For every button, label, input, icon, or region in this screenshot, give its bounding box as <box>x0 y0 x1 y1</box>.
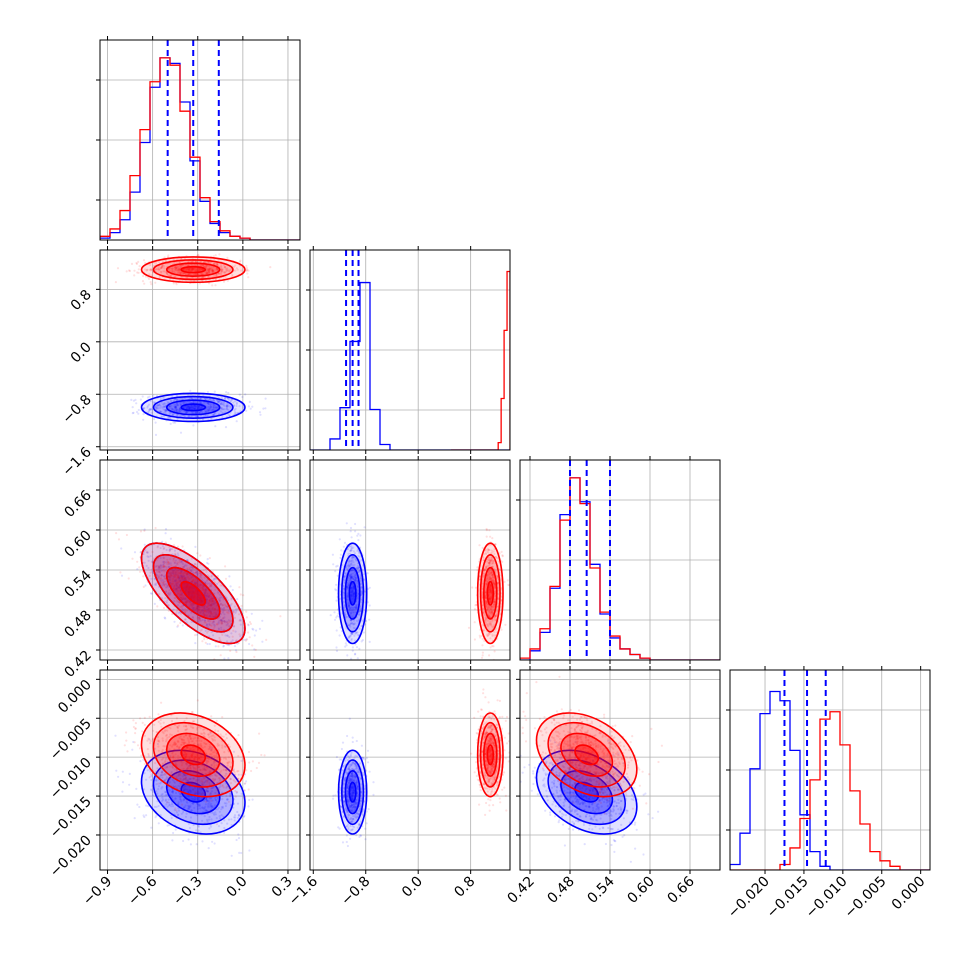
grid <box>730 670 930 870</box>
panel-content <box>114 250 272 436</box>
histogram-red <box>730 711 930 870</box>
contours-red <box>140 542 246 645</box>
histogram-blue <box>730 690 930 870</box>
panel-content <box>329 522 510 660</box>
panel-content <box>520 675 664 863</box>
contours-red <box>476 712 504 798</box>
panel-3-3 <box>726 666 931 874</box>
panel-content <box>100 40 300 240</box>
grid <box>310 460 510 660</box>
grid <box>310 250 510 450</box>
panel-3-0 <box>96 666 301 874</box>
panel-content <box>114 699 266 857</box>
contours-red <box>140 712 246 798</box>
grid <box>100 250 300 450</box>
contours-blue <box>337 749 368 835</box>
panel-content <box>730 670 930 870</box>
panel-frame <box>99 249 301 451</box>
panel-2-1 <box>306 456 511 664</box>
panel-frame <box>309 669 511 871</box>
contours-blue <box>140 392 246 423</box>
contours-red <box>476 542 504 645</box>
panels <box>96 36 931 874</box>
panel-content <box>115 526 282 660</box>
histogram-red <box>100 57 300 240</box>
panel-content <box>520 460 720 660</box>
panel-frame <box>99 459 301 661</box>
grid <box>310 670 510 870</box>
panel-1-1 <box>306 246 511 454</box>
panel-2-2 <box>516 456 721 664</box>
panel-frame <box>309 459 511 661</box>
grid <box>100 460 300 660</box>
contours-blue <box>140 749 246 835</box>
grid <box>520 670 720 870</box>
panel-0-0 <box>96 36 301 244</box>
panel-frame <box>99 669 301 871</box>
panel-content <box>332 688 510 848</box>
histogram-red <box>520 477 720 660</box>
histogram-blue <box>310 281 510 450</box>
panel-2-0 <box>96 456 301 664</box>
panel-frame <box>519 669 721 871</box>
panel-content <box>310 250 510 450</box>
contours-red <box>140 256 246 284</box>
histogram-red <box>450 270 510 450</box>
contours-blue <box>337 542 368 645</box>
panel-3-1 <box>306 666 511 874</box>
contours-red <box>535 712 638 798</box>
panel-3-2 <box>516 666 721 874</box>
panel-1-0 <box>96 246 301 454</box>
